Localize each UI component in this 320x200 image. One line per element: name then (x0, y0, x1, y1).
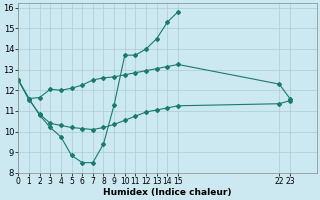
X-axis label: Humidex (Indice chaleur): Humidex (Indice chaleur) (103, 188, 232, 197)
